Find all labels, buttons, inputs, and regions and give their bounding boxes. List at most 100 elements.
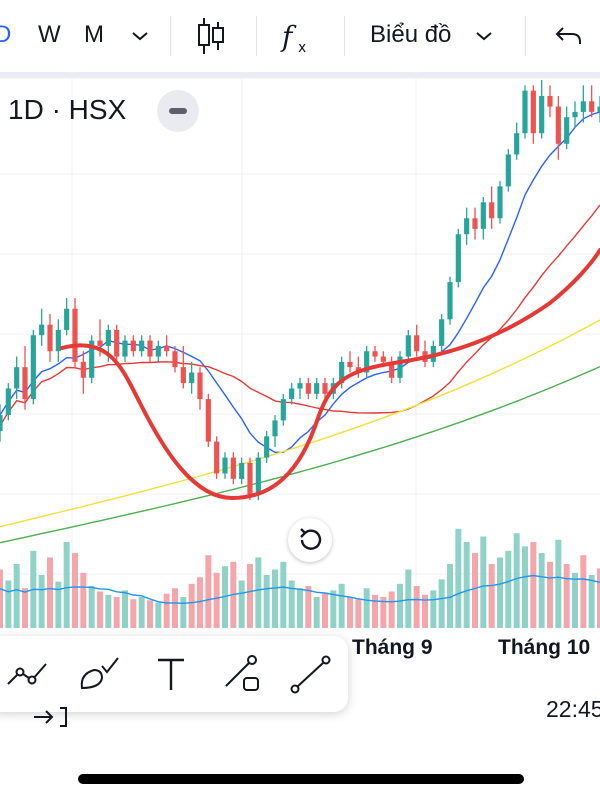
volume-ma-line <box>0 574 600 605</box>
candle <box>114 324 120 362</box>
candle-body <box>172 351 178 368</box>
candle <box>580 85 586 123</box>
candle <box>389 356 395 384</box>
volume-bar <box>347 597 353 630</box>
undo-icon[interactable] <box>554 24 584 48</box>
candle <box>480 197 486 240</box>
volume-bar <box>363 588 370 630</box>
candle <box>489 186 495 229</box>
volume-bar <box>130 599 137 630</box>
candle-body <box>455 234 461 283</box>
volume-bar <box>322 593 328 630</box>
candle-body <box>114 329 120 357</box>
candle <box>472 207 478 240</box>
candle <box>155 340 161 362</box>
volume-bar <box>538 553 545 630</box>
chart-type-button[interactable]: Biểu đồ <box>370 21 452 48</box>
volume-bar <box>55 581 62 630</box>
candle <box>89 335 95 384</box>
candle <box>572 101 578 128</box>
refresh-icon <box>300 528 322 550</box>
volume-bar <box>380 597 387 630</box>
interval-week-button[interactable]: W <box>38 21 61 48</box>
minus-icon <box>169 108 187 114</box>
candle <box>172 345 178 373</box>
volume-bar <box>238 580 245 630</box>
candle <box>297 377 303 400</box>
drawn-curve-annotation <box>60 248 600 501</box>
candle-body <box>197 372 203 400</box>
volume-bar <box>313 597 320 630</box>
trend-tool-icon[interactable] <box>4 652 52 696</box>
toolbar-divider <box>344 16 345 56</box>
volume-bar <box>72 553 78 630</box>
candle-body <box>447 282 453 320</box>
candle <box>14 356 20 400</box>
candlestick-icon[interactable] <box>195 16 227 56</box>
candle <box>205 393 211 447</box>
candle-body <box>247 462 253 495</box>
candle <box>364 345 370 378</box>
indicators-fx-icon[interactable]: f x <box>280 16 316 56</box>
line-tool-icon[interactable] <box>288 652 336 696</box>
candle <box>189 361 195 394</box>
candle <box>347 351 353 373</box>
chevron-down-icon[interactable] <box>474 28 494 44</box>
volume-bar <box>597 568 600 630</box>
interval-day-button[interactable]: D <box>0 21 12 48</box>
candle <box>505 149 511 192</box>
volume-bar <box>222 566 228 630</box>
candle <box>39 308 45 346</box>
indicator-lines <box>0 111 600 605</box>
candle-body <box>305 383 311 394</box>
session-time: 22:45 <box>546 696 600 722</box>
candle-body <box>364 351 370 373</box>
candle-body <box>14 367 20 389</box>
candle-body <box>322 383 328 394</box>
candle-body <box>347 361 353 368</box>
candle <box>147 335 153 362</box>
symbol-legend: 1D · HSX <box>8 94 127 125</box>
collapse-legend-button[interactable] <box>157 90 199 132</box>
candle <box>197 367 203 410</box>
volume-bar <box>147 600 153 630</box>
measure-tool-icon[interactable] <box>218 652 266 696</box>
volume-bar <box>555 539 562 630</box>
candle <box>422 340 428 368</box>
candle-body <box>239 462 245 479</box>
price-chart[interactable] <box>0 78 600 638</box>
volume-bar <box>463 542 470 630</box>
candle <box>497 181 503 224</box>
candle <box>222 452 228 479</box>
brush-tool-icon[interactable] <box>76 652 124 696</box>
text-tool-icon[interactable] <box>148 652 196 696</box>
candle-body <box>22 367 28 400</box>
interval-month-button[interactable]: M <box>84 21 104 48</box>
candle <box>64 298 70 336</box>
candle-body <box>480 202 486 229</box>
candle <box>289 383 295 405</box>
chevron-down-icon[interactable] <box>130 28 150 44</box>
candle-body <box>39 324 45 336</box>
volume-bar <box>455 528 462 630</box>
reset-chart-button[interactable] <box>288 518 332 562</box>
candle-body <box>372 351 378 357</box>
volume-bar <box>588 575 595 630</box>
volume-bar <box>547 561 553 630</box>
candle-body <box>230 457 236 479</box>
volume-bar <box>297 588 303 630</box>
goto-date-icon[interactable] <box>30 704 70 730</box>
candle-body <box>414 335 420 352</box>
candle-body <box>530 90 536 134</box>
candle <box>239 457 245 485</box>
ma-green-line <box>0 365 600 544</box>
candle-body <box>339 361 345 384</box>
candle-body <box>472 218 478 229</box>
volume-bar <box>88 586 95 630</box>
candle <box>247 457 253 501</box>
volume-bar <box>572 572 578 630</box>
candle-body <box>489 202 495 219</box>
candle-body <box>189 372 195 384</box>
volume-bar <box>247 564 253 630</box>
volume-bar <box>280 561 287 630</box>
